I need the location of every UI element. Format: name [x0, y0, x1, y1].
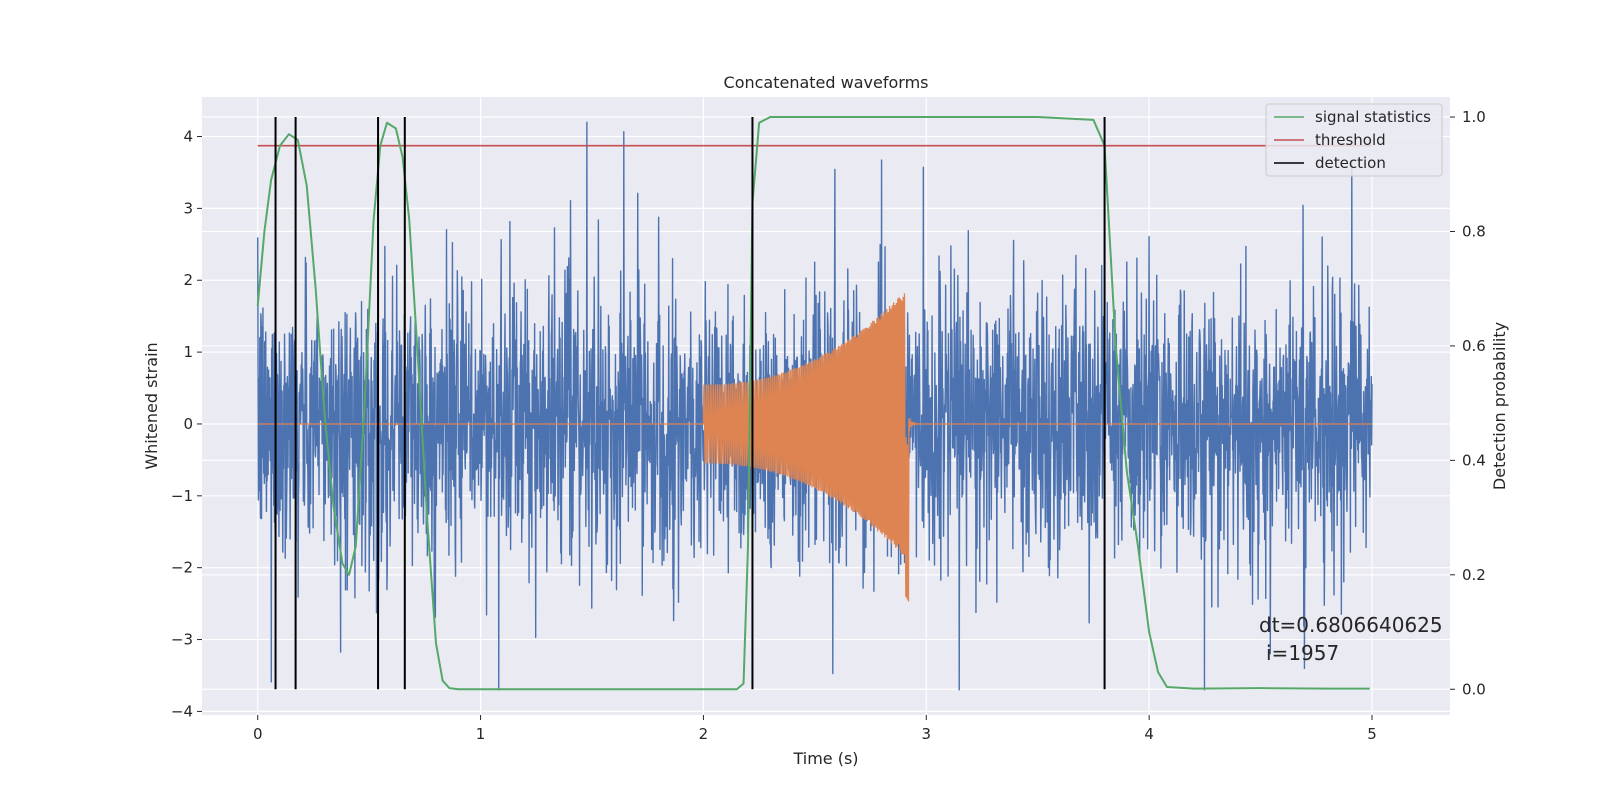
annotation-dt: dt=0.6806640625 [1259, 613, 1443, 637]
y-tick-label: −1 [171, 487, 193, 505]
axis-ticks: 0 1 2 3 4 5 −4 −3 −2 −1 0 1 2 3 4 0.0 0.2 0.4 0.6 0.8 1.0 [171, 108, 1486, 743]
x-tick-label: 2 [699, 725, 709, 743]
y2-tick-label: 0.4 [1462, 451, 1486, 469]
injection-series [257, 293, 1373, 602]
legend-box [1265, 103, 1443, 177]
legend-label-threshold: threshold [1315, 131, 1386, 149]
y-axis-label: Whitened strain [142, 342, 161, 469]
legend-label-detection: detection [1315, 154, 1386, 172]
plot-layers [256, 116, 1373, 691]
y2-tick-label: 0.8 [1462, 222, 1486, 240]
y-tick-label: −4 [171, 702, 193, 720]
y2-tick-label: 0.2 [1462, 566, 1486, 584]
y2-tick-label: 0.0 [1462, 680, 1486, 698]
x-tick-label: 1 [476, 725, 486, 743]
y2-tick-label: 1.0 [1462, 108, 1486, 126]
x-tick-label: 3 [922, 725, 932, 743]
y-tick-label: 0 [183, 415, 193, 433]
legend: signal statistics threshold detection [1265, 103, 1443, 177]
y2-axis-label: Detection probability [1490, 322, 1509, 490]
detection-series [274, 117, 1106, 690]
y-tick-label: 4 [183, 128, 193, 146]
y-tick-label: 2 [183, 271, 193, 289]
x-axis-label: Time (s) [792, 749, 858, 768]
x-tick-label: 4 [1144, 725, 1154, 743]
annotation-i: i=1957 [1266, 641, 1339, 665]
injection-line [257, 293, 1373, 602]
signal-statistics-series [256, 116, 1370, 691]
x-tick-label: 5 [1367, 725, 1377, 743]
y-tick-label: −2 [171, 559, 193, 577]
chart-title: Concatenated waveforms [724, 73, 929, 92]
y-tick-label: 3 [183, 199, 193, 217]
y2-tick-label: 0.6 [1462, 337, 1486, 355]
x-tick-label: 0 [253, 725, 263, 743]
y-tick-label: −3 [171, 631, 193, 649]
y-tick-label: 1 [183, 343, 193, 361]
signal-statistics-line [256, 116, 1370, 691]
legend-label-signal-statistics: signal statistics [1315, 108, 1431, 126]
